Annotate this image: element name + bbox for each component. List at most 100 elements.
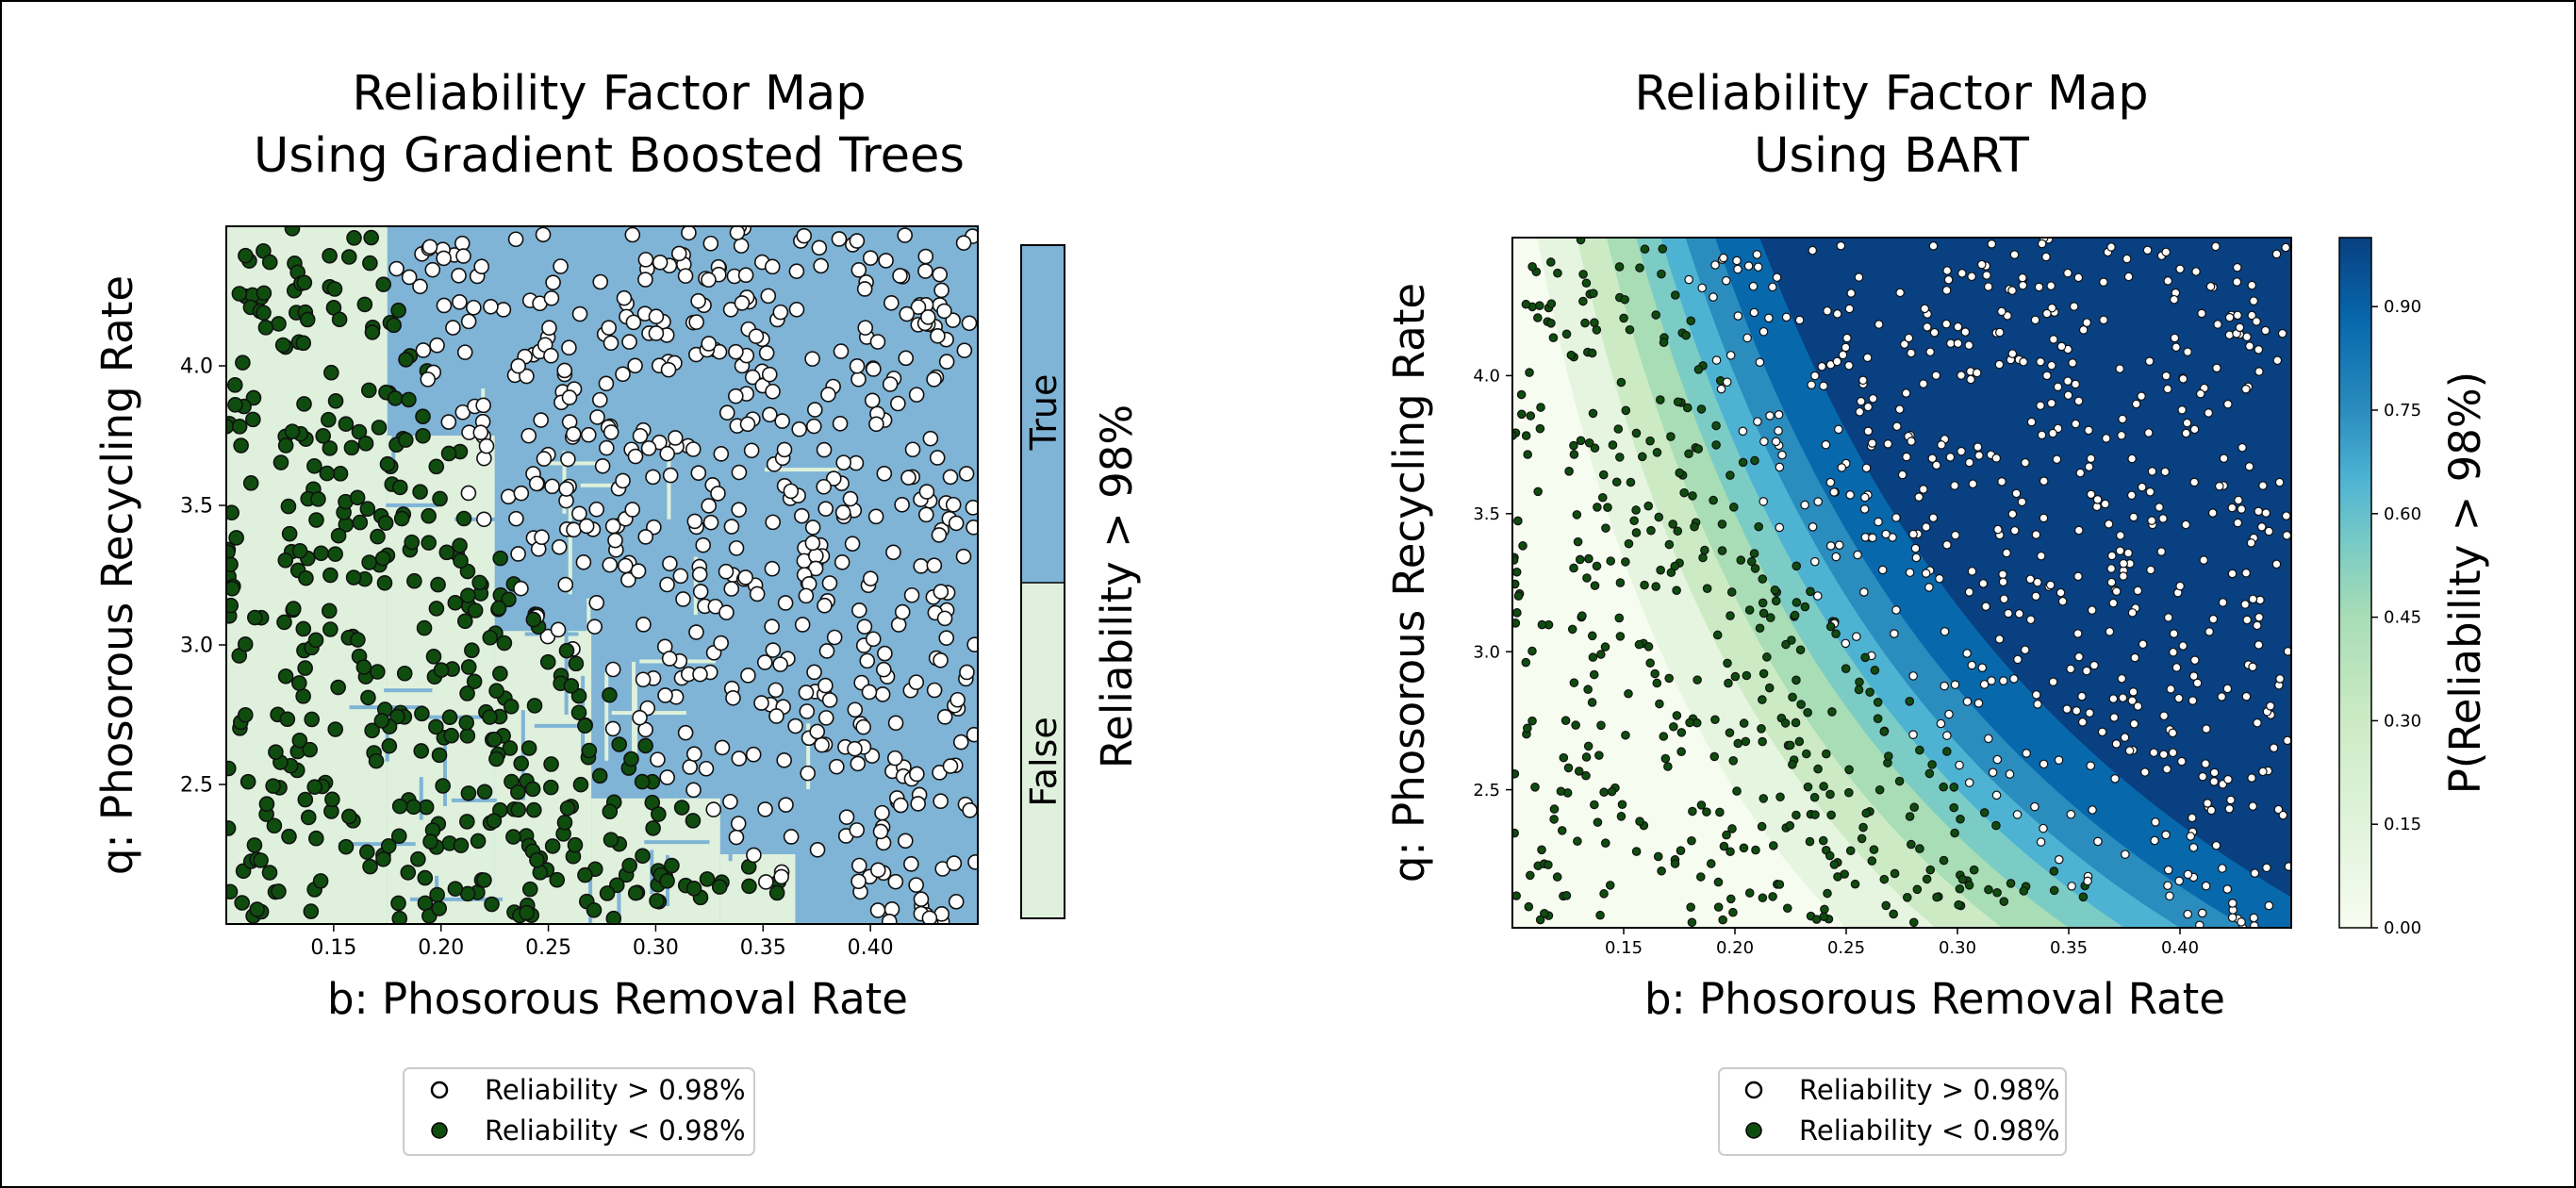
point-above [2226, 795, 2236, 805]
point-above [2020, 645, 2030, 655]
point-above [811, 239, 828, 256]
point-above [2181, 428, 2191, 438]
point-above [473, 258, 490, 275]
point-below [327, 393, 344, 409]
point-below [1561, 891, 1572, 900]
point-above [1817, 361, 1826, 371]
point-above [2248, 801, 2258, 811]
colorbar-tick-label: 0.75 [2384, 401, 2421, 421]
point-above [1967, 567, 1977, 576]
point-above [2256, 521, 2267, 532]
point-below [1587, 631, 1597, 641]
point-above [659, 576, 675, 593]
point-below [393, 510, 410, 527]
point-below [415, 408, 431, 424]
point-below [1527, 716, 1537, 726]
point-above [849, 822, 866, 838]
y-tick-label: 2.5 [1473, 781, 1500, 800]
point-above [2072, 706, 2082, 716]
point-above [872, 823, 889, 840]
gbt-split-artifact [764, 468, 839, 472]
point-above [866, 361, 882, 377]
bart-legend-marker-below [1745, 1122, 1762, 1139]
point-above [2124, 746, 2135, 755]
point-above [713, 635, 729, 652]
y-tick-label: 3.0 [180, 635, 213, 658]
point-above [904, 441, 921, 458]
point-above [2073, 396, 2084, 406]
point-above [2207, 508, 2218, 518]
point-below [568, 655, 585, 672]
point-below [1860, 652, 1870, 663]
point-above [874, 804, 890, 821]
point-below [581, 742, 598, 759]
point-above [2033, 700, 2042, 709]
point-above [2176, 756, 2187, 767]
point-above [2142, 245, 2153, 256]
x-tick-label: 0.40 [2161, 938, 2199, 958]
point-above [1924, 583, 1934, 592]
point-above [931, 527, 948, 543]
point-below [1571, 720, 1580, 730]
point-below [1540, 908, 1549, 918]
point-above [1941, 319, 1952, 329]
colorbar-tick-label: 0.90 [2384, 297, 2421, 317]
point-below [526, 698, 543, 714]
point-above [2211, 241, 2221, 252]
point-above [958, 466, 975, 482]
point-above [834, 504, 851, 520]
point-below [1806, 586, 1815, 597]
point-above [637, 529, 654, 545]
point-above [2223, 399, 2233, 409]
point-below [1711, 440, 1721, 450]
point-below [459, 814, 475, 830]
point-below [1844, 765, 1854, 775]
point-above [510, 546, 526, 562]
point-above [1943, 274, 1954, 285]
point-above [566, 521, 582, 538]
point-below [1631, 428, 1642, 438]
point-above [692, 666, 708, 683]
point-above [565, 426, 582, 442]
point-below [464, 642, 480, 659]
point-above [2056, 341, 2067, 352]
point-below [1991, 820, 2001, 831]
point-above [1874, 517, 1883, 527]
point-above [401, 269, 418, 286]
point-below [623, 751, 639, 767]
point-above [2272, 355, 2283, 366]
point-below [586, 901, 603, 918]
point-below [1544, 860, 1553, 870]
point-above [601, 320, 617, 336]
point-above [2073, 571, 2083, 582]
point-above [908, 387, 925, 403]
point-above [690, 292, 706, 309]
gbt-split-artifact [617, 883, 621, 924]
point-above [948, 894, 965, 910]
point-above [1753, 262, 1763, 272]
point-below [1557, 826, 1567, 835]
point-below [1759, 608, 1769, 619]
point-above [868, 416, 884, 433]
point-above [1914, 492, 1924, 502]
point-above [955, 548, 972, 565]
point-above [2241, 568, 2251, 578]
point-below [1695, 872, 1706, 882]
point-below [1741, 736, 1751, 747]
point-below [1874, 784, 1885, 795]
point-above [466, 299, 482, 316]
point-below [1727, 824, 1737, 833]
y-tick-label: 4.0 [180, 355, 213, 379]
point-above [550, 621, 567, 638]
point-above [2224, 804, 2235, 814]
x-tick-label: 0.15 [1605, 938, 1643, 958]
point-above [533, 412, 549, 428]
point-below [1999, 897, 2009, 906]
point-above [778, 797, 794, 813]
point-below [602, 803, 619, 820]
point-above [2077, 691, 2087, 701]
point-above [1742, 333, 1752, 343]
point-above [850, 371, 867, 388]
point-below [376, 574, 393, 591]
point-above [772, 304, 789, 321]
